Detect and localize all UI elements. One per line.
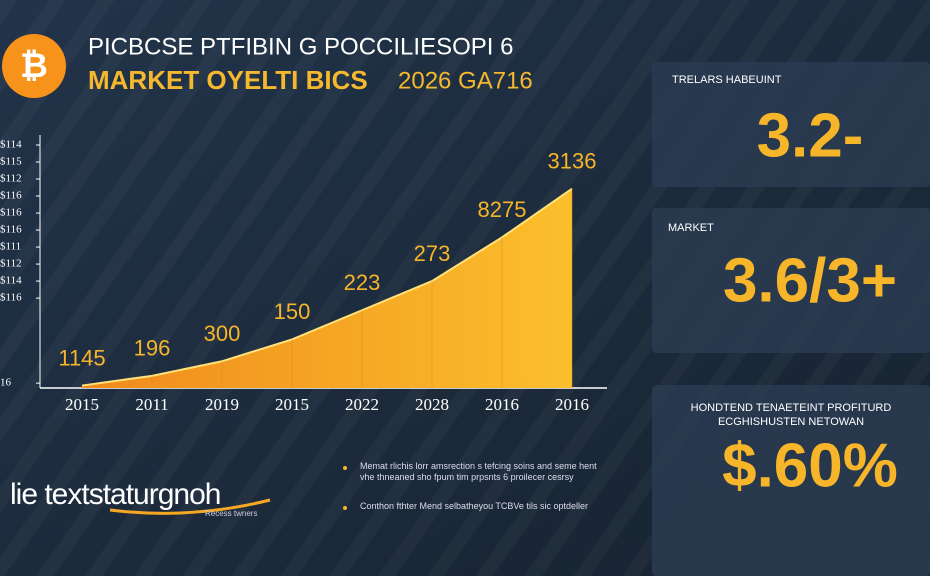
title: PICBCSE PTFIBIN G POCCILIESOPI 6: [88, 33, 513, 60]
data-label: 300: [204, 321, 241, 346]
data-label: 1145: [58, 345, 105, 370]
y-tick-label: $116: [0, 190, 22, 202]
y-tick-label: $112: [0, 258, 22, 270]
subtitle-year: 2026 GA716: [398, 67, 533, 94]
note: Conthon fthter Mend selbatheyou TCBVe ti…: [360, 501, 588, 511]
data-label: 150: [274, 299, 311, 324]
svg-text:₿: ₿: [20, 47, 48, 85]
x-tick-label: 2015: [65, 395, 99, 414]
y-tick-label: $114: [0, 139, 22, 151]
panel-value: $.60%: [722, 431, 898, 500]
x-tick-label: 2015: [275, 395, 309, 414]
x-tick-label: 2016: [555, 395, 589, 414]
panel-value: 3.6/3+: [723, 246, 897, 315]
area: [82, 188, 572, 388]
x-tick-label: 2019: [205, 395, 239, 414]
data-label: 8275: [478, 197, 527, 222]
note: Memat rlichis lorr amsrection s tefcing …: [360, 461, 597, 482]
data-label: 196: [134, 336, 171, 361]
area-line: [81, 187, 573, 387]
panel-label: HONDTEND TENAETEINT PROFITURD ECGHISHUSTE…: [691, 402, 892, 428]
note-bullet: [343, 466, 347, 470]
subtitle: MARKET OYELTI BICS: [88, 65, 368, 95]
x-tick-label: 2022: [345, 395, 379, 414]
data-label: 3136: [548, 149, 597, 174]
panel-label: TRELARS HABEUINT: [672, 74, 782, 86]
note-bullet: [343, 506, 347, 510]
panels: [652, 62, 930, 576]
y-tick-label: $112: [0, 173, 22, 185]
note-text: Conthon fthter Mend selbatheyou TCBVe ti…: [360, 501, 588, 511]
y-tick-label: $116: [0, 207, 22, 219]
y-tick-label: $116: [0, 292, 22, 304]
y-tick-label: $114: [0, 275, 22, 287]
x-tick-label: 2016: [485, 395, 519, 414]
y-tick-label: $116: [0, 224, 22, 236]
bitcoin-icon: ₿: [2, 34, 66, 98]
x-tick-label: 2011: [135, 395, 168, 414]
y-tick-label: 16: [0, 377, 12, 389]
panel-value: 3.2-: [757, 101, 864, 170]
y-tick-label: $115: [0, 156, 22, 168]
panel-label: MARKET: [668, 222, 714, 234]
note-text: Memat rlichis lorr amsrection s tefcing …: [360, 461, 597, 482]
y-tick-label: $111: [0, 241, 21, 253]
data-label: 223: [344, 270, 381, 295]
x-tick-label: 2028: [415, 395, 449, 414]
logo: lie textstaturgnoh: [10, 478, 220, 511]
logo-tagline: Recess twners: [205, 509, 257, 518]
logo-swoosh: [109, 498, 271, 515]
data-label: 273: [414, 241, 451, 266]
